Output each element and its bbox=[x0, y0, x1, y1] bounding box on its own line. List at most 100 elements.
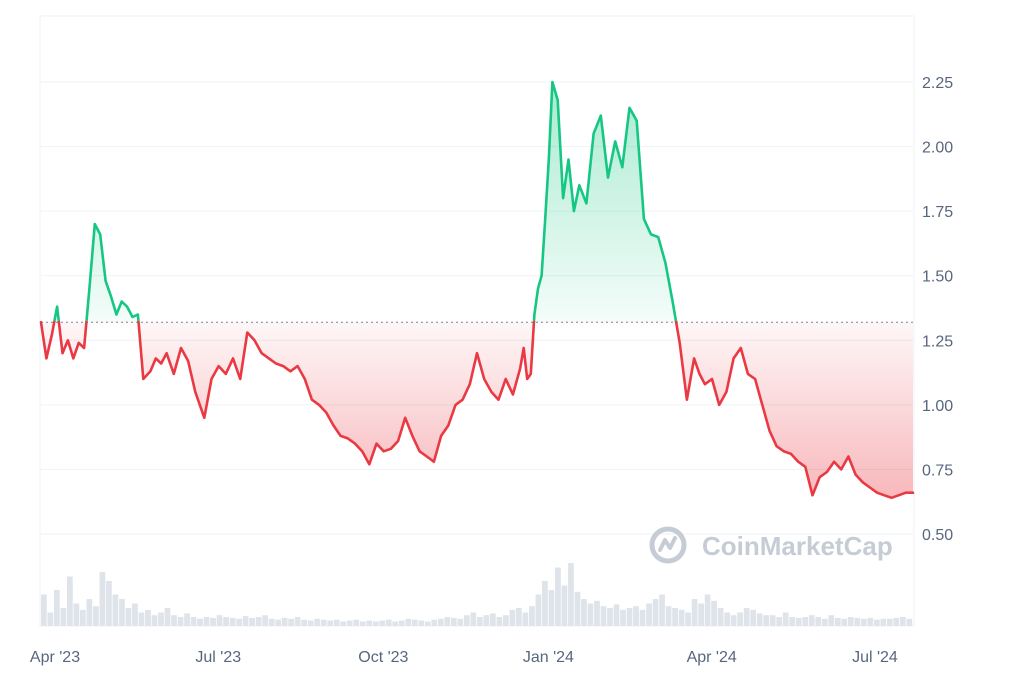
price-point bbox=[304, 378, 306, 380]
price-point bbox=[354, 442, 356, 444]
price-point bbox=[440, 435, 442, 437]
volume-bar bbox=[509, 609, 516, 626]
price-point bbox=[77, 342, 79, 344]
volume-bar bbox=[776, 617, 783, 626]
volume-bar bbox=[242, 616, 249, 626]
price-point bbox=[671, 300, 673, 302]
price-point bbox=[476, 352, 478, 354]
price-point bbox=[614, 140, 616, 142]
price-point bbox=[519, 367, 521, 369]
price-point bbox=[173, 373, 175, 375]
price-point bbox=[768, 429, 770, 431]
volume-bar bbox=[307, 620, 314, 626]
price-point bbox=[165, 352, 167, 354]
x-axis-labels: Apr '23 Jul '23 Oct '23 Jan '24 Apr '24 Jul '… bbox=[30, 649, 898, 666]
price-point bbox=[804, 466, 806, 468]
price-point bbox=[679, 342, 681, 344]
price-point bbox=[883, 494, 885, 496]
volume-bar bbox=[769, 615, 776, 626]
price-point bbox=[621, 166, 623, 168]
x-tick-label: Apr '23 bbox=[30, 649, 80, 666]
volume-bar bbox=[73, 603, 80, 626]
volume-bar bbox=[171, 615, 177, 626]
area-fill-above-baseline bbox=[54, 82, 676, 321]
price-point bbox=[131, 316, 133, 318]
volume-bar bbox=[346, 620, 353, 626]
price-point bbox=[522, 347, 524, 349]
volume-bar bbox=[151, 615, 158, 626]
price-point bbox=[426, 455, 428, 457]
volume-bar bbox=[184, 613, 190, 626]
price-point bbox=[397, 440, 399, 442]
volume-bar bbox=[366, 620, 373, 626]
price-point bbox=[390, 448, 392, 450]
volume-bar bbox=[372, 621, 379, 626]
volume-bar bbox=[672, 608, 678, 626]
price-point bbox=[643, 218, 645, 220]
volume-bar bbox=[834, 617, 841, 626]
volume-bar bbox=[320, 619, 327, 626]
price-point bbox=[51, 334, 53, 336]
volume-bar bbox=[80, 609, 86, 626]
price-point bbox=[512, 393, 514, 395]
price-point bbox=[104, 280, 106, 282]
price-point bbox=[505, 378, 507, 380]
volume-bar bbox=[795, 617, 802, 626]
volume-bar bbox=[145, 609, 151, 626]
price-point bbox=[876, 491, 878, 493]
volume-bar bbox=[490, 613, 496, 626]
price-point bbox=[194, 391, 196, 393]
price-line-below-baseline[interactable] bbox=[39, 82, 915, 500]
price-point bbox=[704, 383, 706, 385]
volume-bar bbox=[93, 606, 99, 626]
y-axis-labels: 0.50 0.75 1.00 1.25 1.50 1.75 2.00 2.25 bbox=[922, 75, 953, 544]
volume-bar bbox=[41, 594, 47, 626]
volume-bar bbox=[411, 619, 418, 626]
volume-bar bbox=[418, 620, 425, 626]
volume-bar bbox=[652, 599, 659, 626]
volume-bar bbox=[763, 615, 770, 626]
volume-bar bbox=[333, 619, 340, 626]
volume-bar bbox=[470, 612, 477, 626]
coinmarketcap-watermark: CoinMarketCap bbox=[649, 526, 893, 564]
volume-bar bbox=[314, 618, 321, 626]
price-point bbox=[56, 306, 58, 308]
volume-bar bbox=[594, 600, 600, 626]
volume-bar bbox=[821, 618, 828, 626]
volume-bar bbox=[444, 617, 451, 626]
volume-bar bbox=[164, 608, 171, 626]
volume-bar bbox=[405, 618, 412, 626]
price-point bbox=[203, 417, 205, 419]
volume-bar bbox=[802, 617, 809, 626]
volume-bar bbox=[67, 576, 73, 626]
price-point bbox=[260, 352, 262, 354]
price-point bbox=[686, 398, 688, 400]
area-fill-below-baseline bbox=[41, 321, 913, 498]
price-point bbox=[585, 202, 587, 204]
volume-bar bbox=[587, 603, 594, 626]
y-tick-label: 0.75 bbox=[922, 462, 953, 479]
y-tick-label: 1.75 bbox=[922, 204, 953, 221]
volume-bar bbox=[750, 609, 757, 626]
price-point bbox=[567, 158, 569, 160]
volume-bar bbox=[639, 609, 646, 626]
price-point bbox=[142, 378, 144, 380]
price-point bbox=[268, 357, 270, 359]
price-point bbox=[368, 463, 370, 465]
price-point bbox=[110, 295, 112, 297]
price-point bbox=[533, 313, 535, 315]
price-point bbox=[149, 370, 151, 372]
price-point bbox=[72, 357, 74, 359]
volume-bar bbox=[457, 618, 464, 626]
price-point bbox=[490, 391, 492, 393]
volume-bar bbox=[379, 620, 386, 626]
volume-bar bbox=[268, 618, 275, 626]
price-point bbox=[94, 223, 96, 225]
price-point bbox=[225, 373, 227, 375]
price-point bbox=[433, 460, 435, 462]
volume-bar bbox=[463, 615, 470, 626]
volume-bar bbox=[223, 617, 229, 626]
price-point bbox=[121, 300, 123, 302]
